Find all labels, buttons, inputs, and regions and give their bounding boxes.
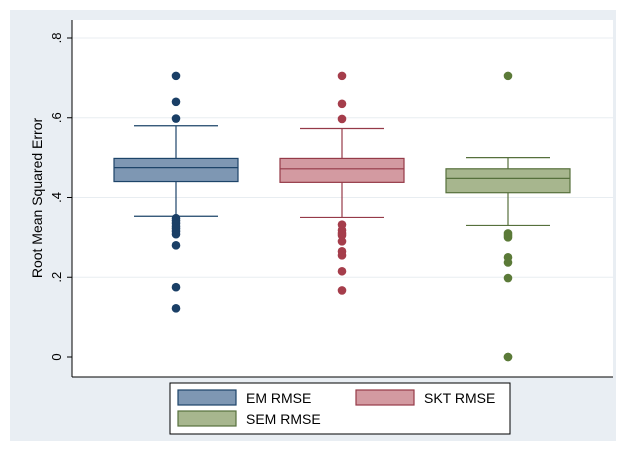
- box-sem-rmse: [445, 71, 571, 362]
- y-axis-label: Root Mean Squared Error: [29, 118, 45, 279]
- y-tick-label: .8: [49, 33, 64, 44]
- outlier-point: [171, 304, 181, 313]
- iqr-box: [445, 168, 571, 194]
- outlier-point: [337, 266, 347, 276]
- legend-swatch: [177, 410, 237, 427]
- legend-swatch: [177, 389, 237, 406]
- outlier-point: [337, 251, 347, 260]
- outlier-point: [503, 258, 513, 267]
- y-axis-ticks: 0 .2 .4 .6 .8: [49, 33, 72, 361]
- outlier-point: [337, 71, 347, 81]
- outlier-point: [503, 233, 513, 242]
- outlier-point: [171, 282, 181, 292]
- outlier-point: [171, 241, 181, 250]
- outlier-point: [337, 237, 347, 246]
- y-tick-label: .2: [49, 272, 64, 283]
- iqr-box: [279, 157, 405, 183]
- outlier-point: [171, 71, 181, 81]
- iqr-box: [113, 157, 239, 183]
- outlier-point: [337, 286, 347, 295]
- legend-label: SEM RMSE: [246, 411, 321, 427]
- outlier-point: [503, 71, 513, 81]
- legend: EM RMSE SKT RMSE SEM RMSE: [169, 382, 511, 435]
- outlier-point: [171, 229, 181, 239]
- legend-label: SKT RMSE: [424, 390, 495, 406]
- y-tick-label: .4: [49, 192, 64, 203]
- y-tick-label: 0: [49, 353, 64, 360]
- box-em-rmse: [113, 71, 239, 313]
- outlier-point: [171, 97, 181, 107]
- outlier-point: [337, 114, 347, 124]
- legend-swatch: [355, 389, 415, 406]
- outlier-point: [337, 231, 347, 240]
- outlier-point: [503, 273, 513, 283]
- boxes: [113, 71, 571, 362]
- outlier-point: [503, 352, 513, 362]
- outlier-point: [171, 114, 181, 123]
- box-skt-rmse: [279, 71, 405, 295]
- y-tick-label: .6: [49, 112, 64, 123]
- outlier-point: [337, 99, 347, 109]
- legend-label: EM RMSE: [246, 390, 311, 406]
